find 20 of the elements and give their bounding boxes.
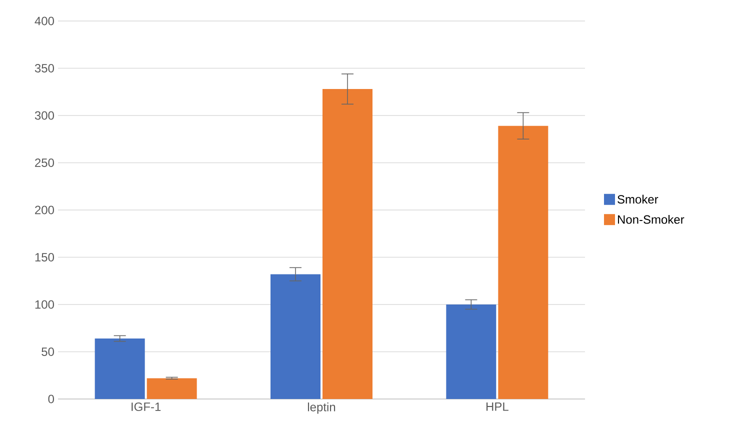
y-tick-label: 50 xyxy=(42,347,54,356)
bar xyxy=(146,378,197,399)
bar xyxy=(446,304,496,399)
x-tick-label: leptin xyxy=(308,402,336,414)
x-tick-label: IGF-1 xyxy=(132,402,161,412)
y-tick-label: 400 xyxy=(34,16,54,26)
bar xyxy=(94,338,145,399)
x-tick-label: HPL xyxy=(486,402,508,411)
bar xyxy=(498,126,548,399)
y-tick-label: 100 xyxy=(35,300,54,309)
y-tick-label: 150 xyxy=(35,252,54,262)
y-tick-label: 250 xyxy=(35,158,54,167)
y-tick-label: 0 xyxy=(48,394,54,404)
y-tick-label: 200 xyxy=(35,206,54,214)
y-tick-label: 350 xyxy=(34,64,54,72)
bar xyxy=(270,274,321,399)
bar xyxy=(322,89,372,399)
y-tick-label: 300 xyxy=(34,111,54,120)
legend-label: Smoker xyxy=(618,194,658,204)
legend-label: Non-Smoker xyxy=(618,214,684,224)
